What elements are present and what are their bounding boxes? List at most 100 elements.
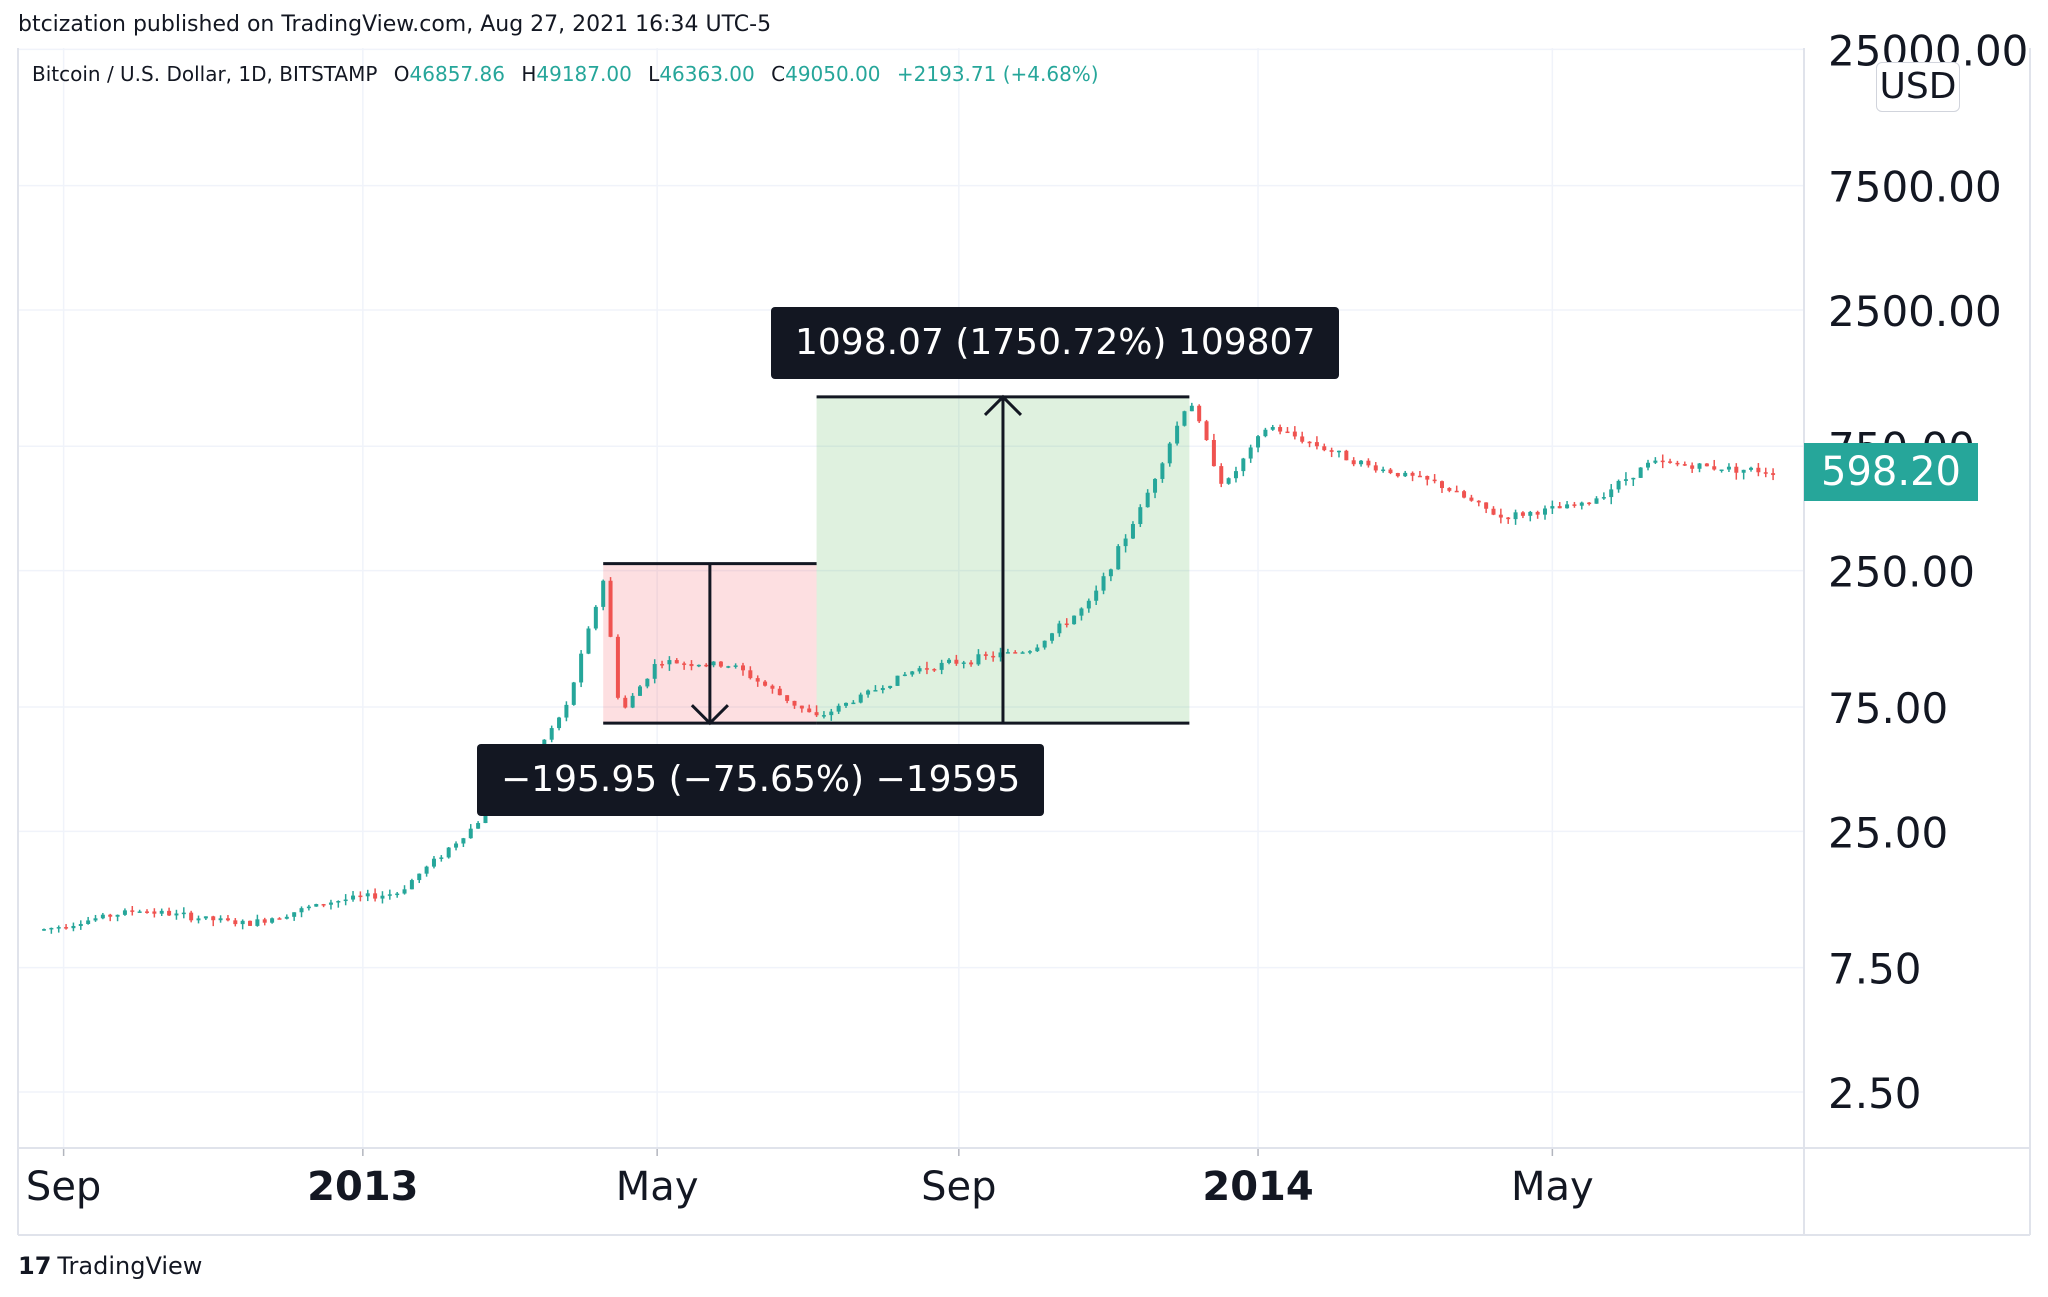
- candle-down: [1314, 436, 1319, 450]
- y-tick-label: 7.50: [1828, 945, 1922, 994]
- measure-arrows: [603, 394, 1190, 726]
- candle-down: [1197, 404, 1202, 423]
- candle-body: [1226, 478, 1231, 484]
- candle-body: [667, 660, 672, 665]
- candle-up: [667, 656, 672, 671]
- candle-body: [1263, 429, 1268, 437]
- candle-up: [586, 626, 591, 655]
- candle-body: [1616, 480, 1621, 490]
- candle-down: [1469, 494, 1474, 502]
- candle-down: [1462, 489, 1467, 499]
- candle-up: [1035, 644, 1040, 652]
- candle-body: [1425, 475, 1430, 480]
- candle-down: [785, 695, 790, 704]
- candle-up: [1623, 472, 1628, 486]
- currency-button[interactable]: USD: [1876, 62, 1960, 112]
- candle-body: [1417, 475, 1422, 478]
- candle-down: [1712, 459, 1717, 471]
- candle-body: [821, 715, 826, 717]
- candle-up: [417, 873, 422, 884]
- candle-up: [1072, 615, 1077, 625]
- candle-body: [387, 894, 392, 896]
- candle-body: [1741, 469, 1746, 473]
- candle-body: [571, 682, 576, 705]
- candle-down: [777, 686, 782, 696]
- candle-body: [1322, 446, 1327, 451]
- candle-up: [174, 909, 179, 920]
- candle-down: [1491, 506, 1496, 516]
- candle-body: [807, 708, 812, 713]
- x-tick-label: May: [616, 1164, 699, 1210]
- candle-down: [1410, 471, 1415, 482]
- candle-body: [1447, 488, 1452, 491]
- candle-body: [983, 654, 988, 656]
- candle-body: [1631, 477, 1636, 480]
- candle-up: [821, 711, 826, 719]
- candle-body: [1307, 441, 1312, 444]
- candle-body: [476, 823, 481, 829]
- candle-up: [851, 700, 856, 705]
- candle-body: [660, 664, 665, 666]
- candle-body: [240, 920, 245, 925]
- y-tick-label: 75.00: [1828, 684, 1948, 733]
- candle-body: [1167, 443, 1172, 464]
- candle-down: [814, 705, 819, 718]
- candle-body: [1248, 447, 1253, 459]
- candle-up: [78, 920, 83, 930]
- candle-up: [380, 891, 385, 904]
- candle-up: [1079, 607, 1084, 621]
- candle-body: [1219, 466, 1224, 484]
- candle-up: [292, 912, 297, 921]
- candle-body: [255, 919, 260, 926]
- candle-body: [211, 916, 216, 921]
- candle-body: [1675, 462, 1680, 465]
- grid-lines: [18, 48, 1804, 1148]
- x-tick-label: 2013: [307, 1164, 418, 1210]
- y-tick-label: 250.00: [1828, 548, 1975, 597]
- candle-up: [1130, 521, 1135, 540]
- candle-body: [321, 904, 326, 906]
- rise-measure-label: 1098.07 (1750.72%) 109807: [771, 307, 1340, 379]
- candle-up: [1138, 504, 1143, 528]
- candle-up: [1101, 572, 1106, 595]
- candle-down: [807, 704, 812, 713]
- candle-body: [1749, 467, 1754, 470]
- candle-up: [86, 916, 91, 925]
- candle-down: [108, 913, 113, 922]
- candle-down: [1285, 427, 1290, 434]
- candle-down: [248, 920, 253, 926]
- candle-body: [248, 920, 253, 926]
- candle-body: [86, 920, 91, 925]
- candle-up: [998, 647, 1003, 662]
- tradingview-logo[interactable]: 17 TradingView: [18, 1252, 202, 1280]
- candle-down: [1704, 463, 1709, 467]
- candle-body: [1579, 502, 1584, 506]
- candle-up: [1057, 620, 1062, 637]
- candle-body: [755, 678, 760, 682]
- candle-body: [866, 690, 871, 695]
- candle-up: [56, 925, 61, 933]
- x-tick-label: 2014: [1202, 1164, 1313, 1210]
- candle-body: [152, 911, 157, 914]
- candle-body: [1543, 508, 1548, 515]
- candle-body: [343, 899, 348, 902]
- candle-body: [704, 664, 709, 667]
- candle-up: [115, 914, 120, 922]
- candle-up: [1653, 457, 1658, 465]
- candle-body: [1204, 421, 1209, 440]
- candle-body: [726, 666, 731, 668]
- candle-body: [1130, 524, 1135, 539]
- candle-up: [1226, 477, 1231, 485]
- candle-body: [395, 893, 400, 896]
- candle-body: [71, 925, 76, 929]
- candle-body: [262, 919, 267, 923]
- candle-body: [645, 678, 650, 687]
- candle-up: [1741, 469, 1746, 480]
- candle-body: [1609, 489, 1614, 498]
- candle-down: [682, 661, 687, 670]
- candle-body: [910, 671, 915, 675]
- low-value: 46363.00: [659, 62, 755, 86]
- candle-body: [1623, 479, 1628, 481]
- candle-down: [1395, 472, 1400, 478]
